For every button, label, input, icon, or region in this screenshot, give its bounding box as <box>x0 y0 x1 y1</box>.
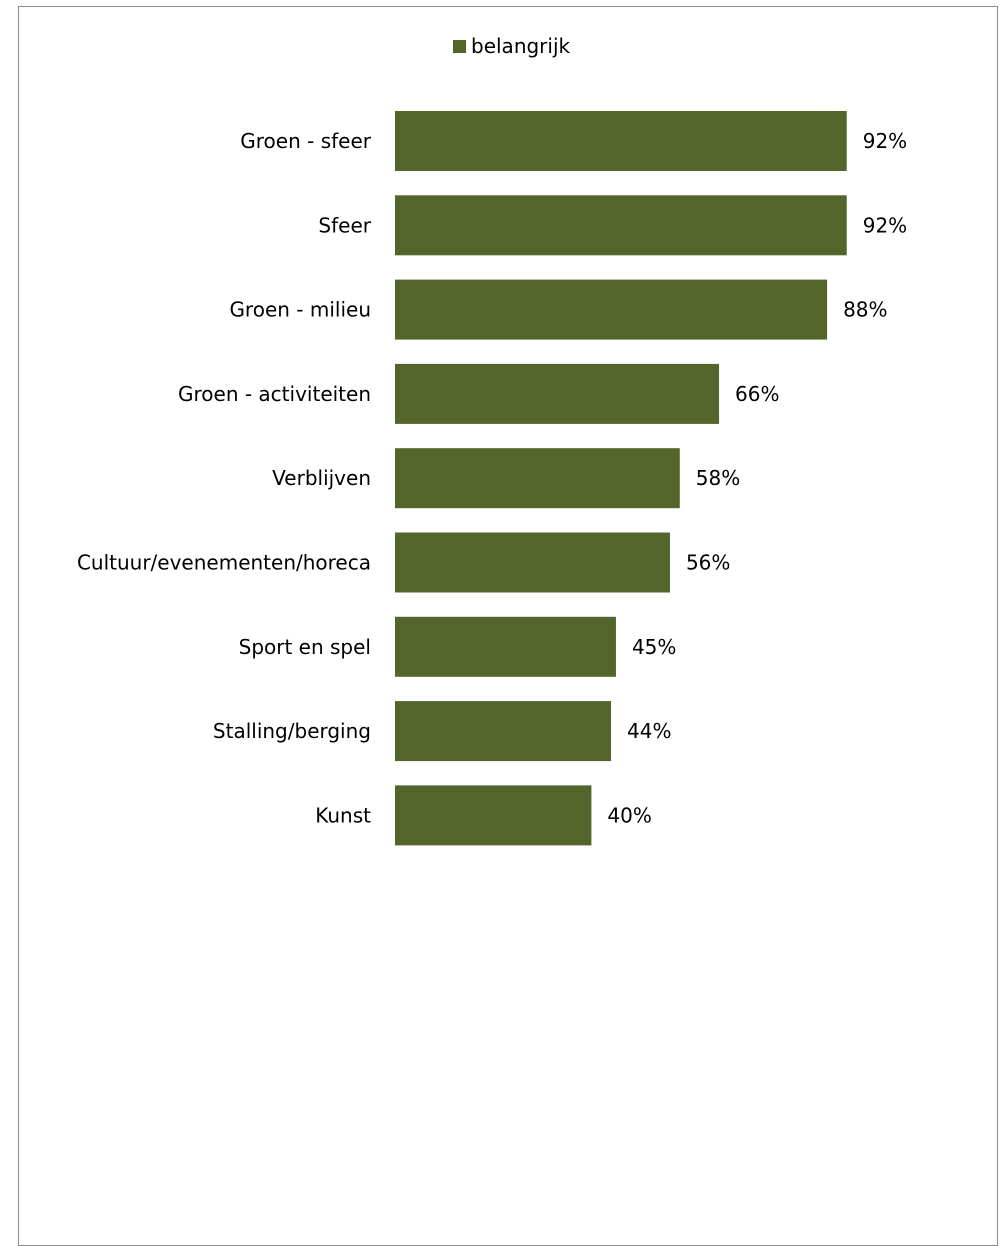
value-label: 88% <box>843 298 887 322</box>
bar <box>395 448 680 509</box>
legend-label: belangrijk <box>471 34 571 58</box>
bar <box>395 701 612 762</box>
category-label: Kunst <box>315 803 371 827</box>
category-label: Stalling/berging <box>213 719 371 743</box>
value-label: 66% <box>735 382 779 406</box>
value-label: 92% <box>863 129 907 153</box>
value-label: 45% <box>632 635 676 659</box>
category-label: Verblijven <box>272 466 371 490</box>
category-label: Groen - sfeer <box>240 129 372 153</box>
bar <box>395 616 616 677</box>
category-label: Sfeer <box>318 213 371 237</box>
value-label: 56% <box>686 551 730 575</box>
value-label: 92% <box>863 213 907 237</box>
category-labels: Groen - sfeer Sfeer Groen - milieu Groen - … <box>77 129 372 827</box>
category-label: Cultuur/evenementen/horeca <box>77 551 371 575</box>
bar <box>395 111 847 171</box>
value-label: 40% <box>607 803 651 827</box>
value-label: 58% <box>696 466 740 490</box>
bar <box>395 195 847 256</box>
value-labels: 92% 92% 88% 66% 58% 56% 45% 44% 40% <box>607 129 907 827</box>
bar <box>395 363 720 424</box>
bar <box>395 279 828 340</box>
legend: belangrijk <box>453 34 571 58</box>
category-label: Sport en spel <box>239 635 371 659</box>
bars <box>395 111 847 846</box>
value-label: 44% <box>627 719 671 743</box>
bar <box>395 785 592 846</box>
category-label: Groen - activiteiten <box>178 382 371 406</box>
bar <box>395 532 670 593</box>
category-label: Groen - milieu <box>229 298 371 322</box>
legend-swatch <box>453 40 466 53</box>
